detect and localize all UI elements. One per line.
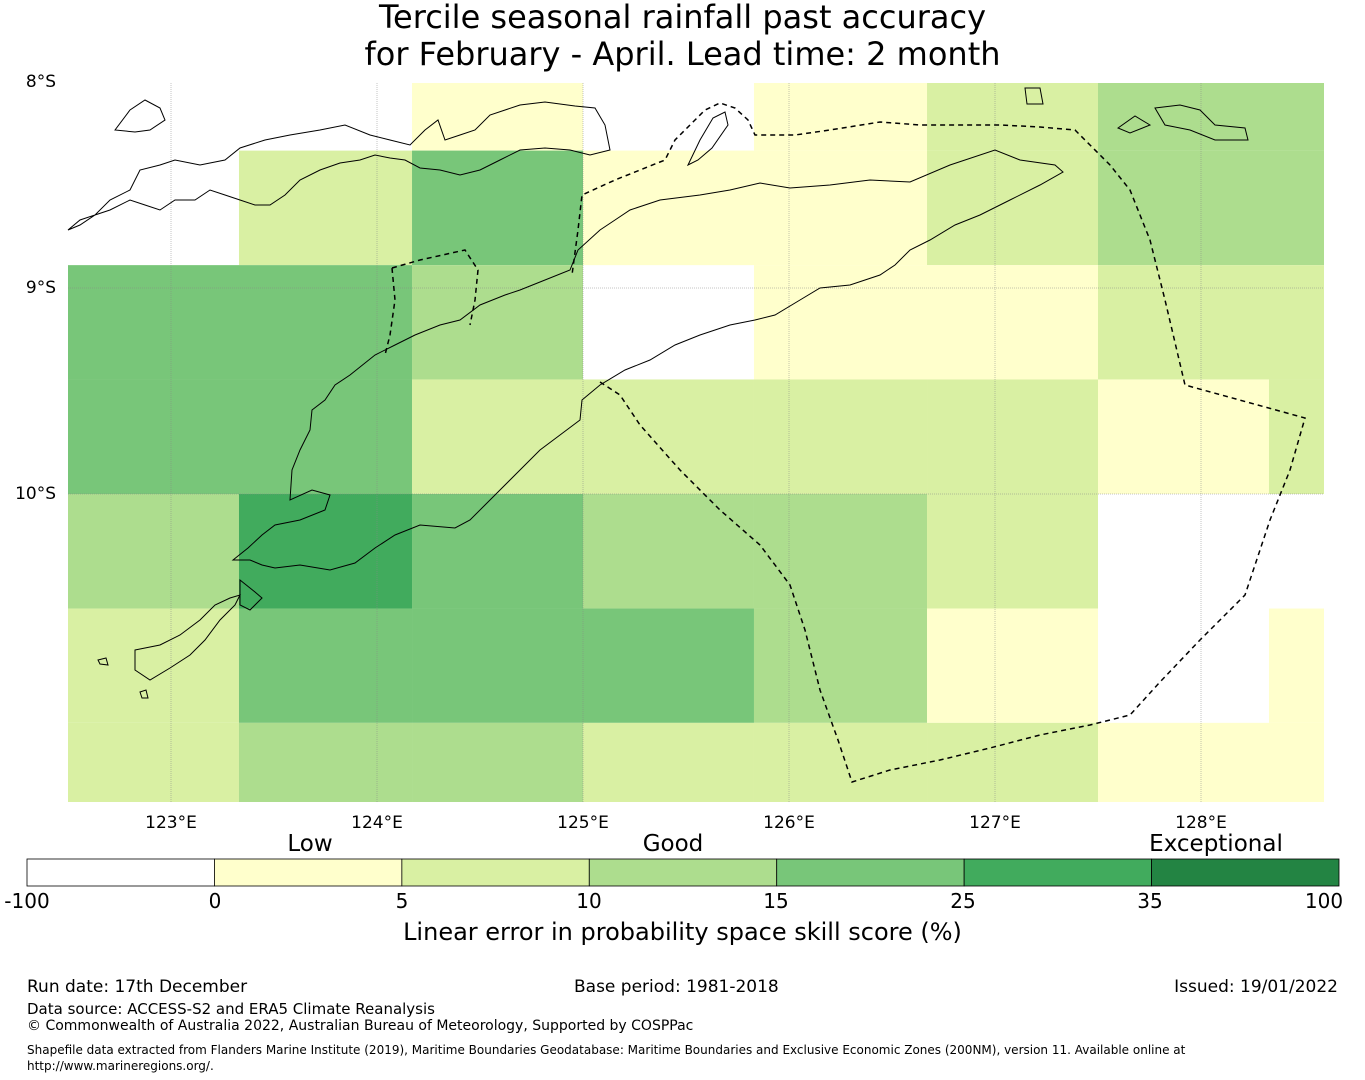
- skill-cell-good: [583, 494, 754, 609]
- colorbar-tick: 35: [1137, 889, 1163, 913]
- chart-title-line2: for February - April. Lead time: 2 month: [364, 35, 1001, 73]
- skill-cell-fair: [583, 722, 754, 802]
- skill-cell-fair: [753, 379, 928, 494]
- skill-cell-fair: [927, 379, 1098, 494]
- lon-label-128e: 128°E: [1175, 813, 1227, 833]
- colorbar-category-low: Low: [287, 831, 333, 857]
- lon-label-123e: 123°E: [145, 813, 197, 833]
- lat-label-10s: 10°S: [15, 484, 56, 504]
- colorbar-tick: 15: [763, 889, 789, 913]
- colorbar-tick: 25: [950, 889, 976, 913]
- skill-cell-good: [753, 494, 928, 609]
- skill-cell-verygood: [412, 494, 583, 609]
- colorbar-tick: 100: [1304, 889, 1344, 913]
- skill-cell-verygood: [583, 608, 754, 723]
- graticule: [68, 83, 1324, 802]
- colorbar-tick: 0: [208, 889, 222, 913]
- colorbar-segment: [401, 858, 590, 887]
- skill-cell-fair: [753, 722, 928, 802]
- shapefile-note: Shapefile data extracted from Flanders M…: [27, 1043, 1186, 1073]
- skill-cell-good: [753, 608, 928, 723]
- eez-boundary-oecusse: [384, 249, 479, 356]
- skill-cell-verygood: [412, 608, 583, 723]
- colorbar-tick: 5: [395, 889, 409, 913]
- skill-cell-fair: [412, 379, 583, 494]
- colorbar-tick: -100: [4, 889, 50, 913]
- skill-cell-fair: [927, 83, 1098, 151]
- skill-cell-good: [412, 722, 583, 802]
- skill-cell-fair: [927, 494, 1098, 609]
- skill-cell-fair: [927, 722, 1098, 802]
- lat-label-9s: 9°S: [25, 278, 56, 298]
- colorbar-segment: [26, 858, 215, 887]
- skill-cell-low: [1268, 608, 1324, 723]
- skill-cell-fair: [238, 150, 413, 266]
- wetar-coastline: [1154, 104, 1249, 141]
- atauro-coastline: [686, 111, 729, 167]
- skill-cell-excellent: [238, 494, 413, 609]
- lon-label-126e: 126°E: [763, 813, 815, 833]
- lon-label-124e: 124°E: [351, 813, 403, 833]
- skill-cell-good: [68, 494, 239, 609]
- semau-coastline: [239, 578, 263, 611]
- skill-cell-fair: [1268, 379, 1324, 494]
- skill-cell-verygood: [238, 608, 413, 723]
- skill-cells: [68, 83, 1324, 802]
- skill-cell-low: [753, 83, 928, 151]
- colorbar-category-good: Good: [642, 831, 704, 857]
- solor-island-coastline: [114, 99, 166, 133]
- lon-label-125e: 125°E: [557, 813, 609, 833]
- copyright: © Commonwealth of Australia 2022, Austra…: [27, 1018, 694, 1034]
- skill-cell-fair: [583, 379, 754, 494]
- eez-boundary-east: [571, 102, 1306, 783]
- skill-cell-good: [238, 722, 413, 802]
- colorbar-segment: [963, 858, 1152, 887]
- skill-cell-low: [412, 83, 583, 151]
- base-period: Base period: 1981-2018: [574, 977, 779, 997]
- skill-cell-fair: [68, 722, 239, 802]
- timor-coastline: [231, 149, 1064, 571]
- small-island-coastline-1: [1024, 87, 1044, 105]
- skill-cell-verygood: [68, 265, 413, 380]
- skill-cell-fair: [1098, 265, 1324, 380]
- skill-cell-low: [1098, 379, 1269, 494]
- skill-cell-low: [1098, 722, 1324, 802]
- flores-coastline: [67, 101, 611, 231]
- skill-cell-good: [412, 265, 583, 380]
- rote-coastline: [134, 594, 241, 681]
- lat-label-8s: 8°S: [25, 72, 56, 92]
- small-island-coastline-4: [139, 689, 149, 699]
- small-island-coastline-3: [97, 657, 109, 666]
- colorbar-segment: [214, 858, 403, 887]
- skill-cell-low: [753, 265, 928, 380]
- skill-cell-low: [753, 150, 928, 266]
- colorbar-tick: 10: [576, 889, 602, 913]
- colorbar-category-exceptional: Exceptional: [1149, 831, 1283, 857]
- run-date: Run date: 17th December: [27, 977, 248, 997]
- skill-cell-verygood: [68, 379, 413, 494]
- chart-title-line1: Tercile seasonal rainfall past accuracy: [378, 0, 987, 36]
- skill-cell-low: [583, 150, 754, 266]
- skill-cell-good: [1098, 150, 1324, 266]
- colorbar-segment: [1151, 858, 1340, 887]
- issued-date: Issued: 19/01/2022: [1174, 977, 1338, 997]
- colorbar-label: Linear error in probability space skill …: [403, 918, 962, 946]
- colorbar-segment: [588, 858, 778, 887]
- skill-cell-good: [1098, 83, 1324, 151]
- skill-cell-fair: [927, 150, 1098, 266]
- lon-label-127e: 127°E: [969, 813, 1021, 833]
- colorbar: [26, 858, 1340, 887]
- data-source: Data source: ACCESS-S2 and ERA5 Climate …: [27, 1000, 435, 1018]
- skill-cell-verygood: [412, 150, 583, 266]
- coastlines: [67, 87, 1249, 699]
- small-island-coastline-2: [1116, 115, 1152, 134]
- colorbar-segment: [776, 858, 965, 887]
- skill-cell-low: [927, 265, 1098, 380]
- skill-cell-low: [927, 608, 1098, 723]
- eez-boundary: [384, 102, 1306, 783]
- skill-cell-fair: [68, 608, 239, 723]
